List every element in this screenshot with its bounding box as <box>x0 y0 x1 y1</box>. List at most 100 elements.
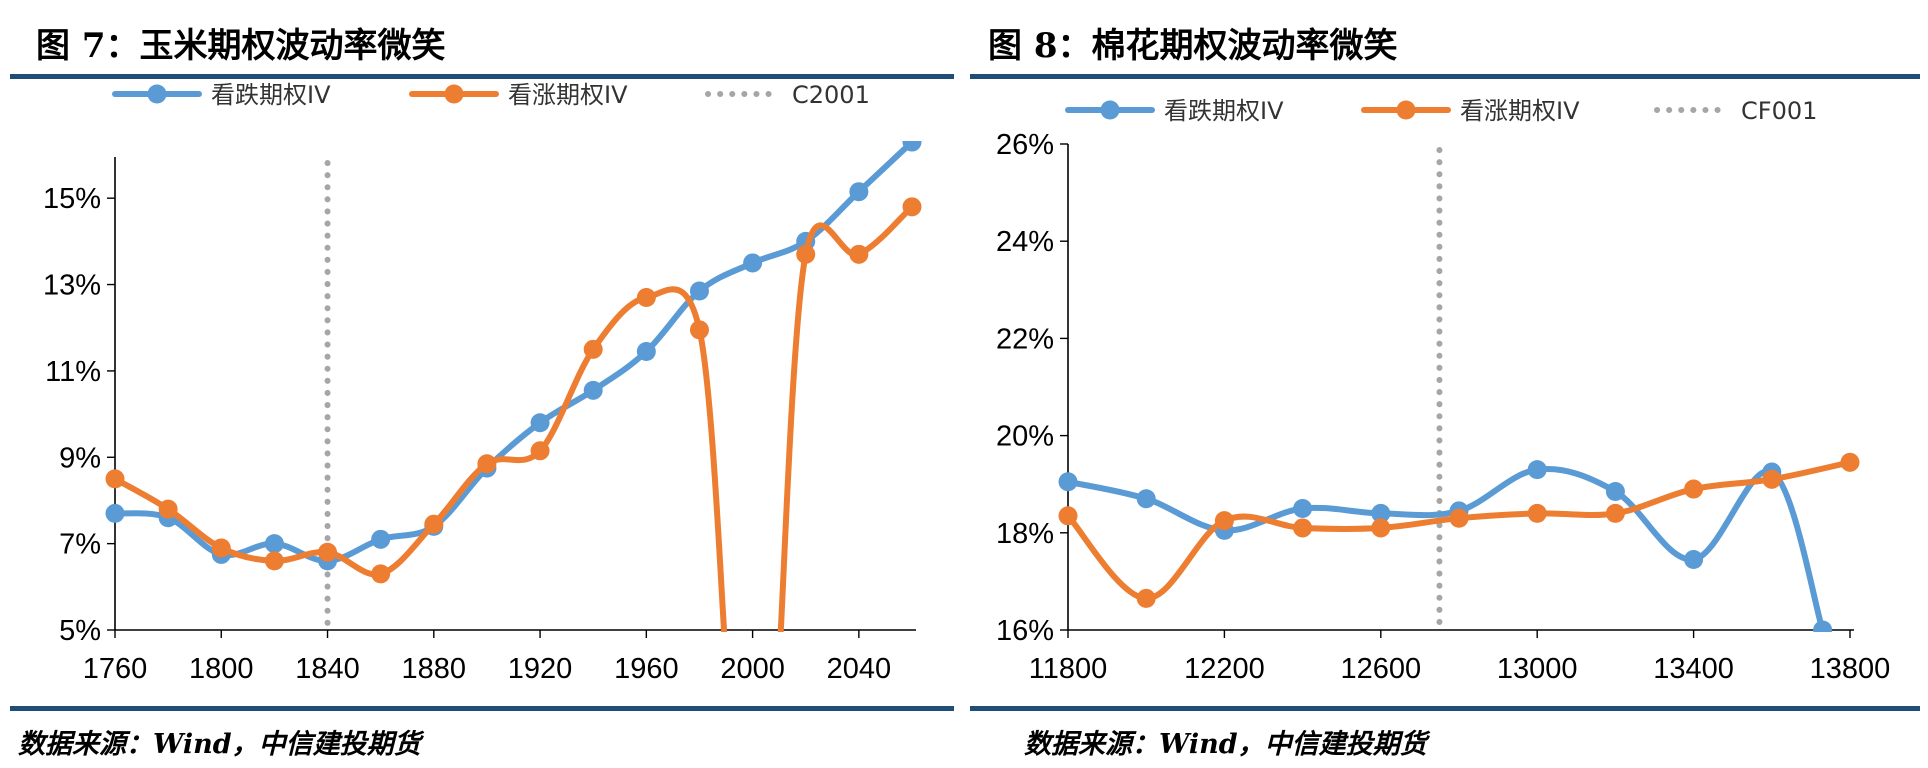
figure-7-panel: 图 7：玉米期权波动率微笑 5% 7% 9% 11% 13% 15% 1760 1800 184… <box>10 26 954 760</box>
legend-swatch-marker <box>1100 100 1120 120</box>
source-note: 数据来源：Wind，中信建投期货 <box>18 729 421 760</box>
data-point <box>583 339 603 359</box>
data-point <box>902 197 922 217</box>
legend-swatch-marker <box>444 84 464 104</box>
legend: 看跌期权IV 看涨期权IV CF001 <box>1065 97 1817 125</box>
data-point <box>158 499 178 519</box>
x-tick-label: 13000 <box>1497 653 1578 685</box>
series-line <box>1065 459 1853 602</box>
x-tick-label: 13800 <box>1810 653 1891 685</box>
data-point <box>636 341 656 361</box>
data-point <box>1136 588 1156 608</box>
data-point <box>264 534 284 554</box>
data-point <box>1684 479 1704 499</box>
data-point <box>477 454 497 474</box>
data-point <box>211 538 231 558</box>
y-tick-label: 22% <box>996 323 1054 355</box>
x-tick-label: 1800 <box>189 653 254 685</box>
y-tick-label: 24% <box>996 226 1054 258</box>
data-point <box>1527 503 1547 523</box>
x-tick-label: 1880 <box>402 653 467 685</box>
legend-label: 看跌期权IV <box>211 81 331 109</box>
data-point <box>530 441 550 461</box>
data-point <box>1136 489 1156 509</box>
data-point <box>371 564 391 584</box>
data-point <box>796 244 816 264</box>
y-tick-label: 20% <box>996 421 1054 453</box>
y-tick-label: 15% <box>43 183 101 215</box>
x-tick-label: 1840 <box>295 653 360 685</box>
series-line <box>112 141 915 564</box>
plot-area <box>105 141 922 632</box>
data-point <box>1371 503 1391 523</box>
data-point <box>689 320 709 340</box>
data-point <box>371 529 391 549</box>
y-tick-label: 9% <box>59 442 101 474</box>
data-point <box>1527 460 1547 480</box>
data-point <box>583 380 603 400</box>
x-tick-label: 12200 <box>1184 653 1265 685</box>
series-line <box>777 203 915 632</box>
legend-label: CF001 <box>1741 97 1817 125</box>
data-point <box>1058 506 1078 526</box>
y-tick-label: 5% <box>59 615 101 647</box>
series-line <box>112 286 728 632</box>
data-point <box>849 244 869 264</box>
data-point <box>424 514 444 534</box>
legend-label: C2001 <box>792 81 870 109</box>
data-point <box>530 413 550 433</box>
data-point <box>1605 481 1625 501</box>
cotton-volatility-smile-chart: 16% 18% 20% 22% 24% 26% 11800 12200 12600 13000 13… <box>996 97 1891 685</box>
data-point <box>902 141 922 152</box>
x-tick-label: 2000 <box>720 653 785 685</box>
data-point <box>1293 518 1313 538</box>
data-point <box>1058 472 1078 492</box>
x-tick-label: 12600 <box>1340 653 1421 685</box>
data-point <box>105 469 125 489</box>
top-rule <box>970 74 1920 79</box>
bottom-rule <box>970 706 1920 711</box>
data-point <box>689 281 709 301</box>
legend-label: 看跌期权IV <box>1164 97 1284 125</box>
data-point <box>743 253 763 273</box>
data-point <box>1293 499 1313 518</box>
y-tick-label: 16% <box>996 615 1054 647</box>
y-tick-label: 26% <box>996 129 1054 161</box>
data-point <box>1684 550 1704 570</box>
y-tick-label: 7% <box>59 529 101 561</box>
data-point <box>1214 511 1234 531</box>
y-tick-label: 13% <box>43 270 101 302</box>
x-tick-label: 2040 <box>827 653 892 685</box>
data-point <box>105 503 125 523</box>
data-point <box>636 288 656 307</box>
data-point <box>1813 620 1833 632</box>
corn-volatility-smile-chart: 5% 7% 9% 11% 13% 15% 1760 1800 1840 1880 1920 1960 2… <box>43 81 922 685</box>
data-point <box>264 551 284 571</box>
data-point <box>318 542 338 562</box>
x-tick-label: 1920 <box>508 653 573 685</box>
plot-area <box>1058 147 1860 632</box>
x-tick-label: 1760 <box>83 653 148 685</box>
data-point <box>849 182 869 202</box>
data-point <box>1605 503 1625 523</box>
legend: 看跌期权IV 看涨期权IV C2001 <box>112 81 870 109</box>
source-note: 数据来源：Wind，中信建投期货 <box>1024 729 1427 760</box>
top-rule <box>10 74 954 79</box>
data-point <box>1840 452 1860 472</box>
x-tick-label: 13400 <box>1653 653 1734 685</box>
data-point <box>1762 469 1782 489</box>
legend-label: 看涨期权IV <box>1460 97 1580 125</box>
legend-label: 看涨期权IV <box>508 81 628 109</box>
legend-swatch-marker <box>1396 100 1416 120</box>
y-tick-label: 18% <box>996 518 1054 550</box>
data-point <box>1449 508 1469 528</box>
figure-title: 图 8：棉花期权波动率微笑 <box>988 26 1398 66</box>
x-tick-label: 11800 <box>1029 653 1108 685</box>
bottom-rule <box>10 706 954 711</box>
legend-swatch-marker <box>147 84 167 104</box>
series-line <box>1065 465 1826 632</box>
figure-title: 图 7：玉米期权波动率微笑 <box>36 26 446 66</box>
data-point <box>1371 518 1391 538</box>
x-tick-label: 1960 <box>614 653 679 685</box>
y-tick-label: 11% <box>45 356 101 388</box>
